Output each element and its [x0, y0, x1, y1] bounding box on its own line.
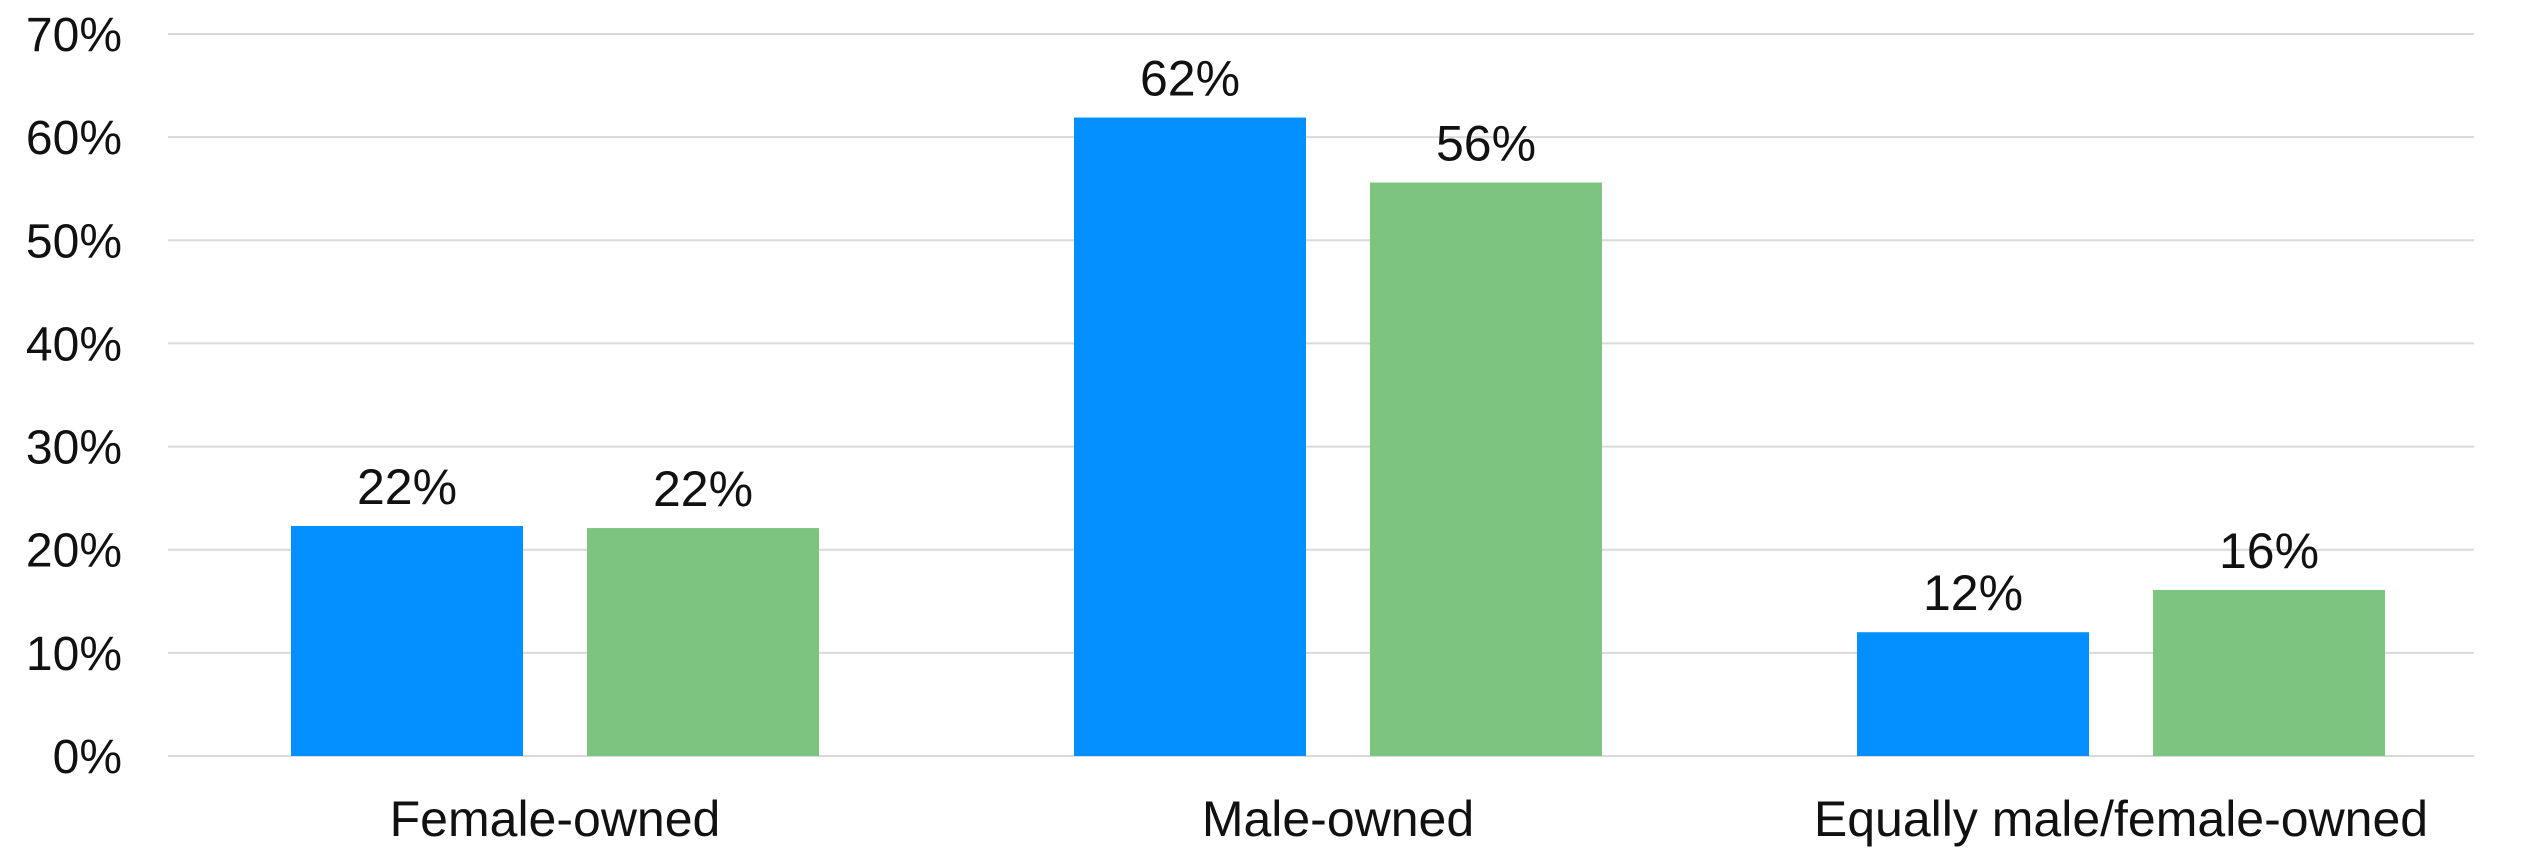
data-label: 22%	[357, 459, 457, 515]
data-label: 56%	[1436, 116, 1536, 172]
y-tick-label: 60%	[26, 112, 122, 165]
bar-2-3	[2153, 589, 2385, 756]
x-category-label: Male-owned	[1202, 791, 1474, 847]
y-tick-label: 30%	[26, 422, 122, 475]
y-tick-label: 50%	[26, 215, 122, 268]
bar-1-2	[1074, 117, 1306, 756]
bar-2-1	[587, 528, 819, 756]
x-axis-categories: Female-owned Male-owned Equally male/femal…	[390, 791, 2428, 847]
data-label: 62%	[1140, 51, 1240, 107]
data-label: 22%	[653, 461, 753, 517]
y-tick-label: 0%	[53, 731, 122, 784]
y-tick-label: 40%	[26, 318, 122, 371]
y-tick-label: 20%	[26, 525, 122, 578]
bar-1-3	[1857, 632, 2089, 756]
y-tick-label: 70%	[26, 9, 122, 62]
data-label: 16%	[2219, 523, 2319, 579]
bars	[291, 117, 2385, 757]
y-axis-ticks: 0% 10% 20% 30% 40% 50% 60% 70%	[26, 9, 122, 784]
x-category-label: Equally male/female-owned	[1814, 791, 2428, 847]
bar-1-1	[291, 525, 523, 756]
y-tick-label: 10%	[26, 628, 122, 681]
x-category-label: Female-owned	[390, 791, 721, 847]
bar-2-2	[1370, 182, 1602, 757]
data-labels: 22% 22% 62% 56% 12% 16%	[357, 51, 2319, 622]
data-label: 12%	[1923, 565, 2023, 621]
gridlines	[168, 33, 2474, 757]
